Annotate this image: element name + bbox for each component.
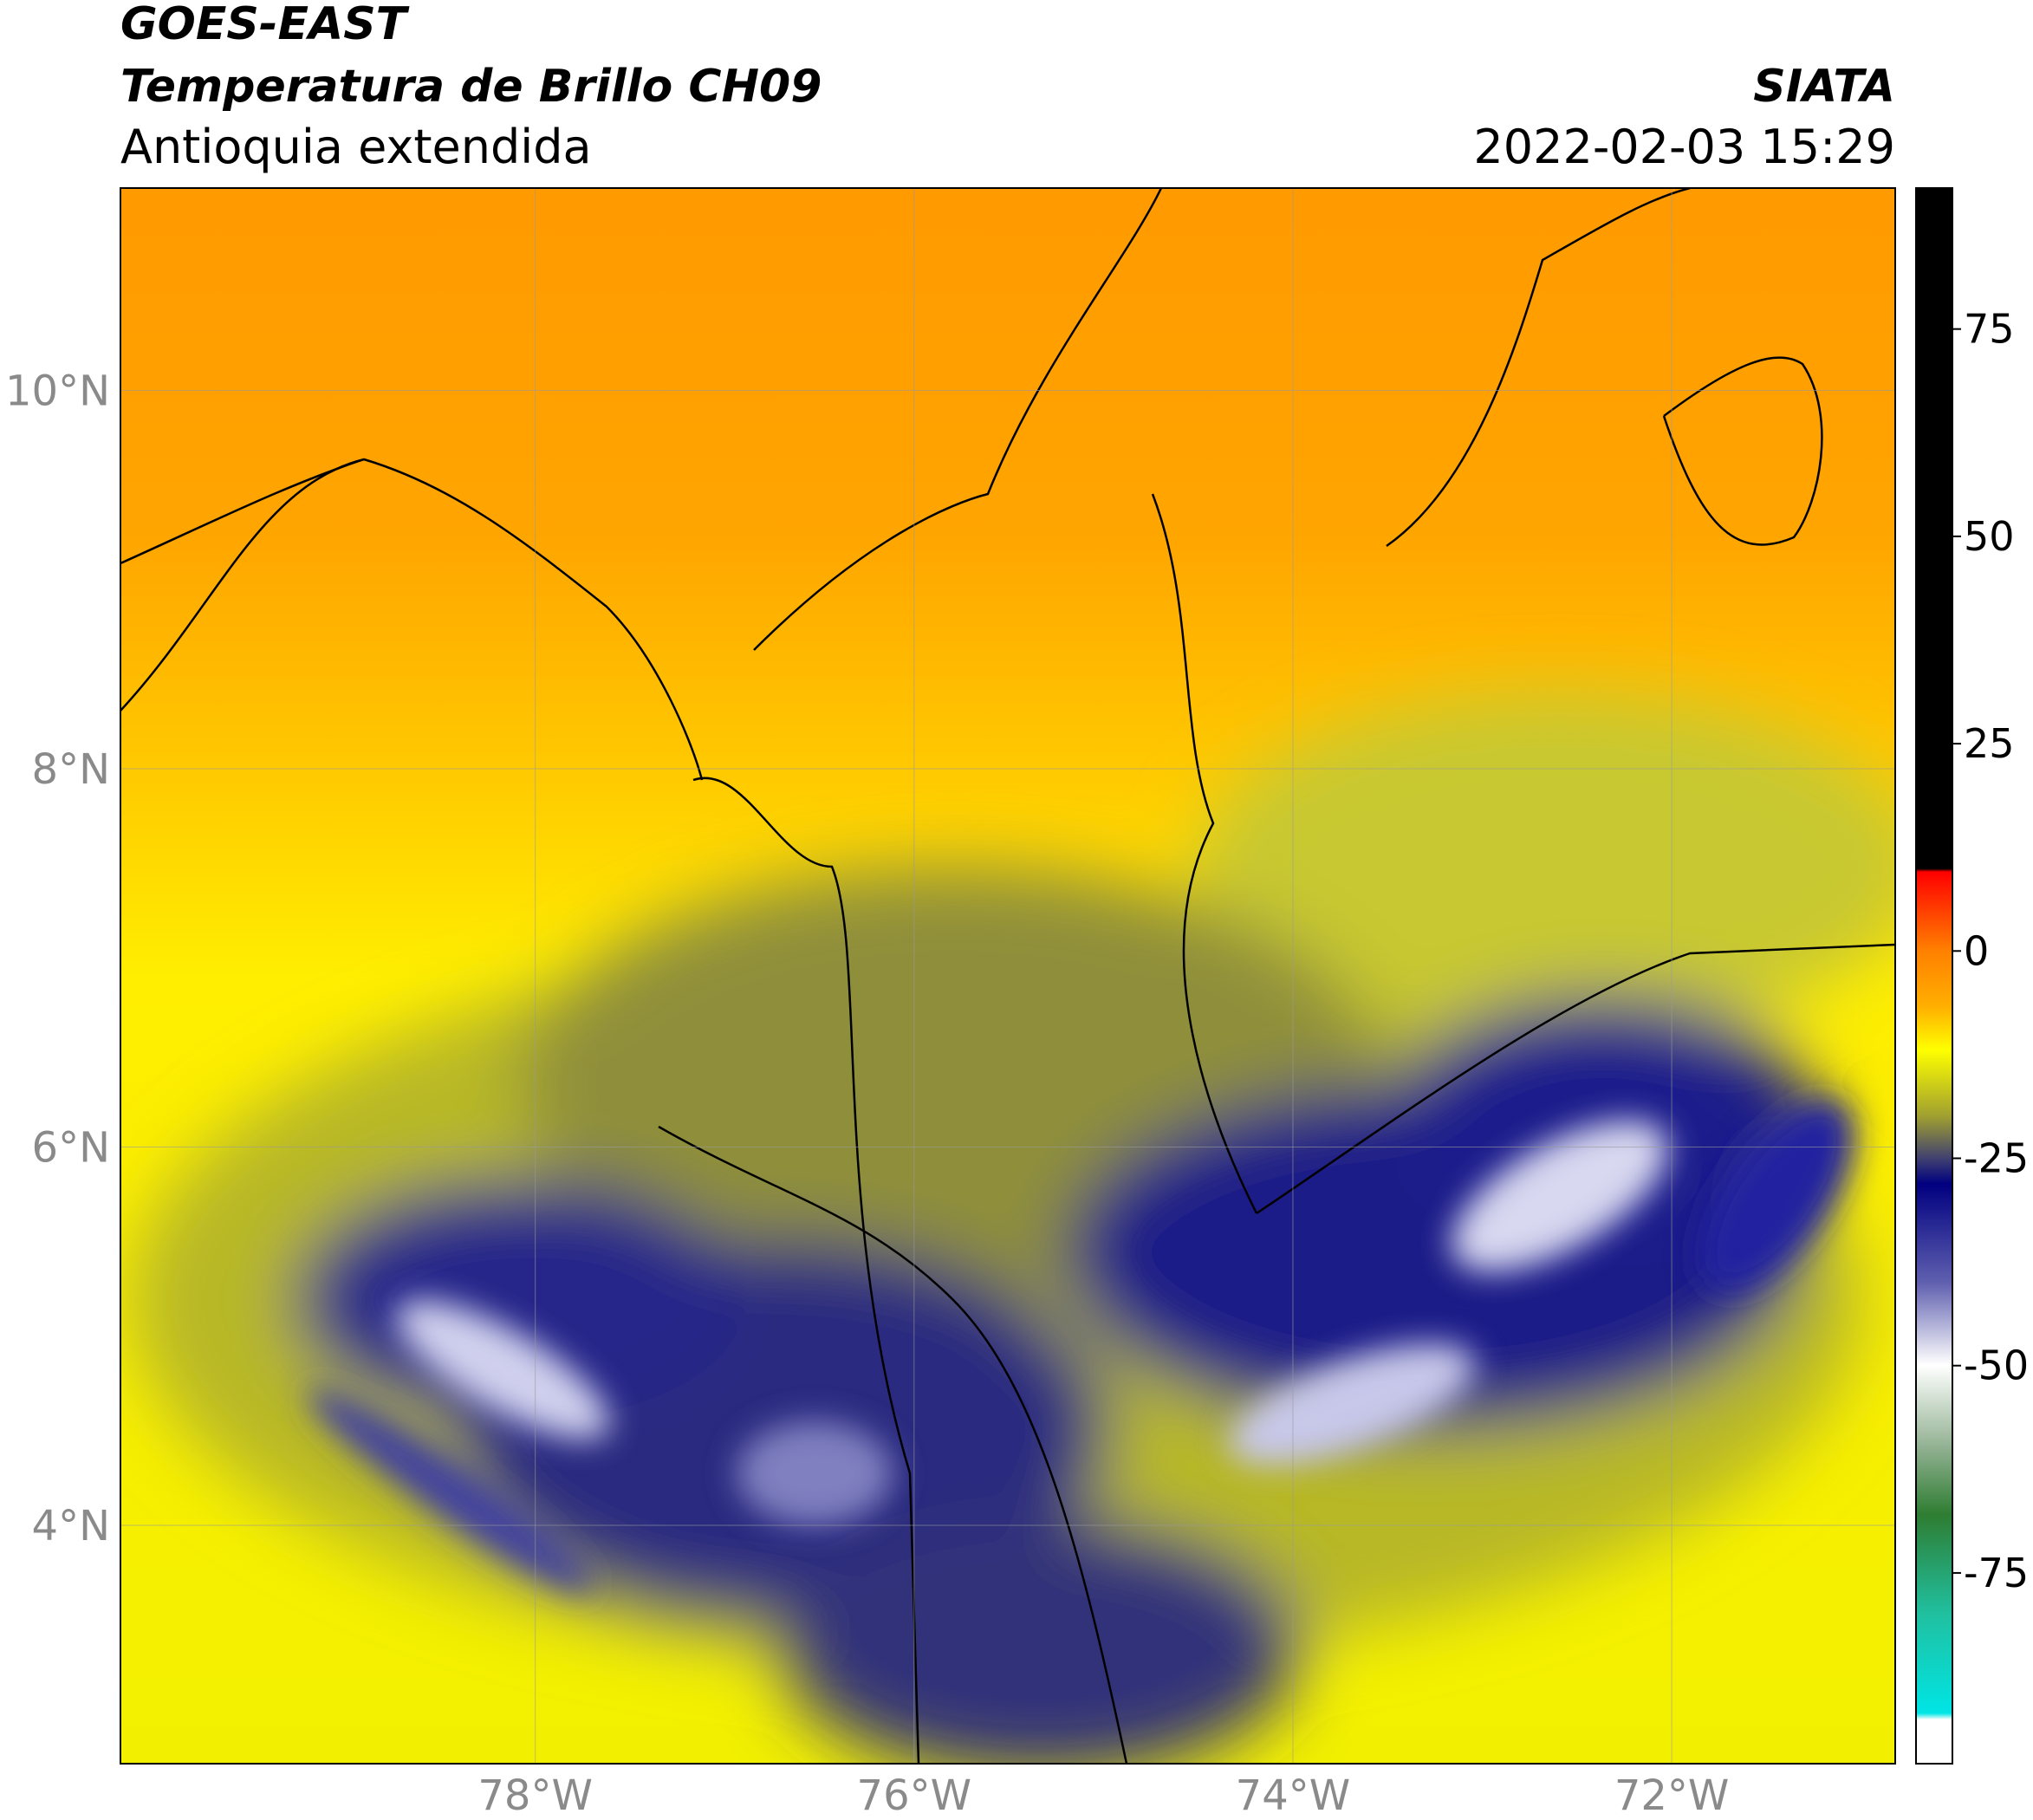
graticule — [120, 188, 1895, 1764]
colorbar — [1915, 187, 1953, 1765]
colorbar-label: -50 — [1964, 1342, 2029, 1389]
map-frame — [120, 187, 1896, 1765]
lat-label: 6°N — [32, 1124, 110, 1173]
map-image — [120, 188, 1895, 1764]
colorbar-label: -25 — [1964, 1135, 2029, 1182]
lat-label: 10°N — [5, 367, 110, 416]
lon-label: 72°W — [1614, 1771, 1730, 1820]
colorbar-label: 50 — [1964, 513, 2015, 560]
lon-label: 78°W — [477, 1771, 593, 1820]
colorbar-label: 75 — [1964, 306, 2015, 353]
colorbar-label: 0 — [1964, 927, 1989, 974]
title: GOES-EAST — [120, 0, 410, 50]
subtitle: Temperatura de Brillo CH09 — [120, 61, 822, 113]
colorbar-label: -75 — [1964, 1550, 2029, 1596]
lat-label: 4°N — [32, 1502, 110, 1550]
region: Antioquia extendida — [120, 120, 592, 174]
source: SIATA — [1753, 61, 1895, 113]
lon-label: 76°W — [857, 1771, 972, 1820]
lat-label: 8°N — [32, 745, 110, 794]
colorbar-label: 25 — [1964, 720, 2015, 767]
datetime: 2022-02-03 15:29 — [1473, 120, 1895, 174]
lon-label: 74°W — [1236, 1771, 1351, 1820]
